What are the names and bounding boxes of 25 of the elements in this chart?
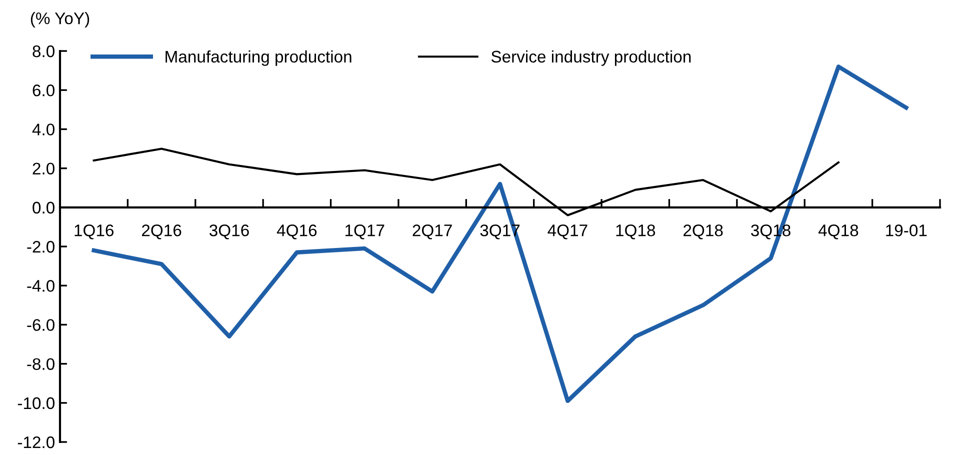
y-tick-label: -12.0 [18,436,54,448]
y-tick-label: 6.0 [32,84,54,96]
x-tick-label: 4Q18 [818,224,858,240]
y-tick-label: 8.0 [32,45,54,58]
x-tick-label: 1Q18 [616,224,656,240]
x-tick-label: 3Q16 [209,224,249,240]
legend-label: Service industry production [491,50,691,66]
y-tick-label: -4.0 [27,280,54,292]
x-tick-label: 2Q18 [684,224,723,240]
y-tick-label: -2.0 [27,240,54,253]
y-tick-label: 2.0 [32,162,54,175]
y-tick-label: -8.0 [27,358,54,370]
x-tick-label: 19-01 [886,224,927,236]
x-tick-label: 1Q17 [346,224,384,240]
x-tick-label: 2Q17 [412,224,452,240]
y-tick-label: 0.0 [32,202,54,214]
y-tick-label: -6.0 [27,319,54,331]
y-tick-label: -10.0 [18,397,54,410]
y-tick-label: 4.0 [32,124,54,136]
y-axis-title: (% YoY) [30,12,90,28]
x-tick-label: 4Q16 [276,224,317,240]
x-tick-label: 2Q16 [142,224,182,240]
legend-label: Manufacturing production [166,50,352,66]
x-tick-label: 4Q17 [548,224,588,240]
x-tick-label: 1Q16 [74,224,114,240]
